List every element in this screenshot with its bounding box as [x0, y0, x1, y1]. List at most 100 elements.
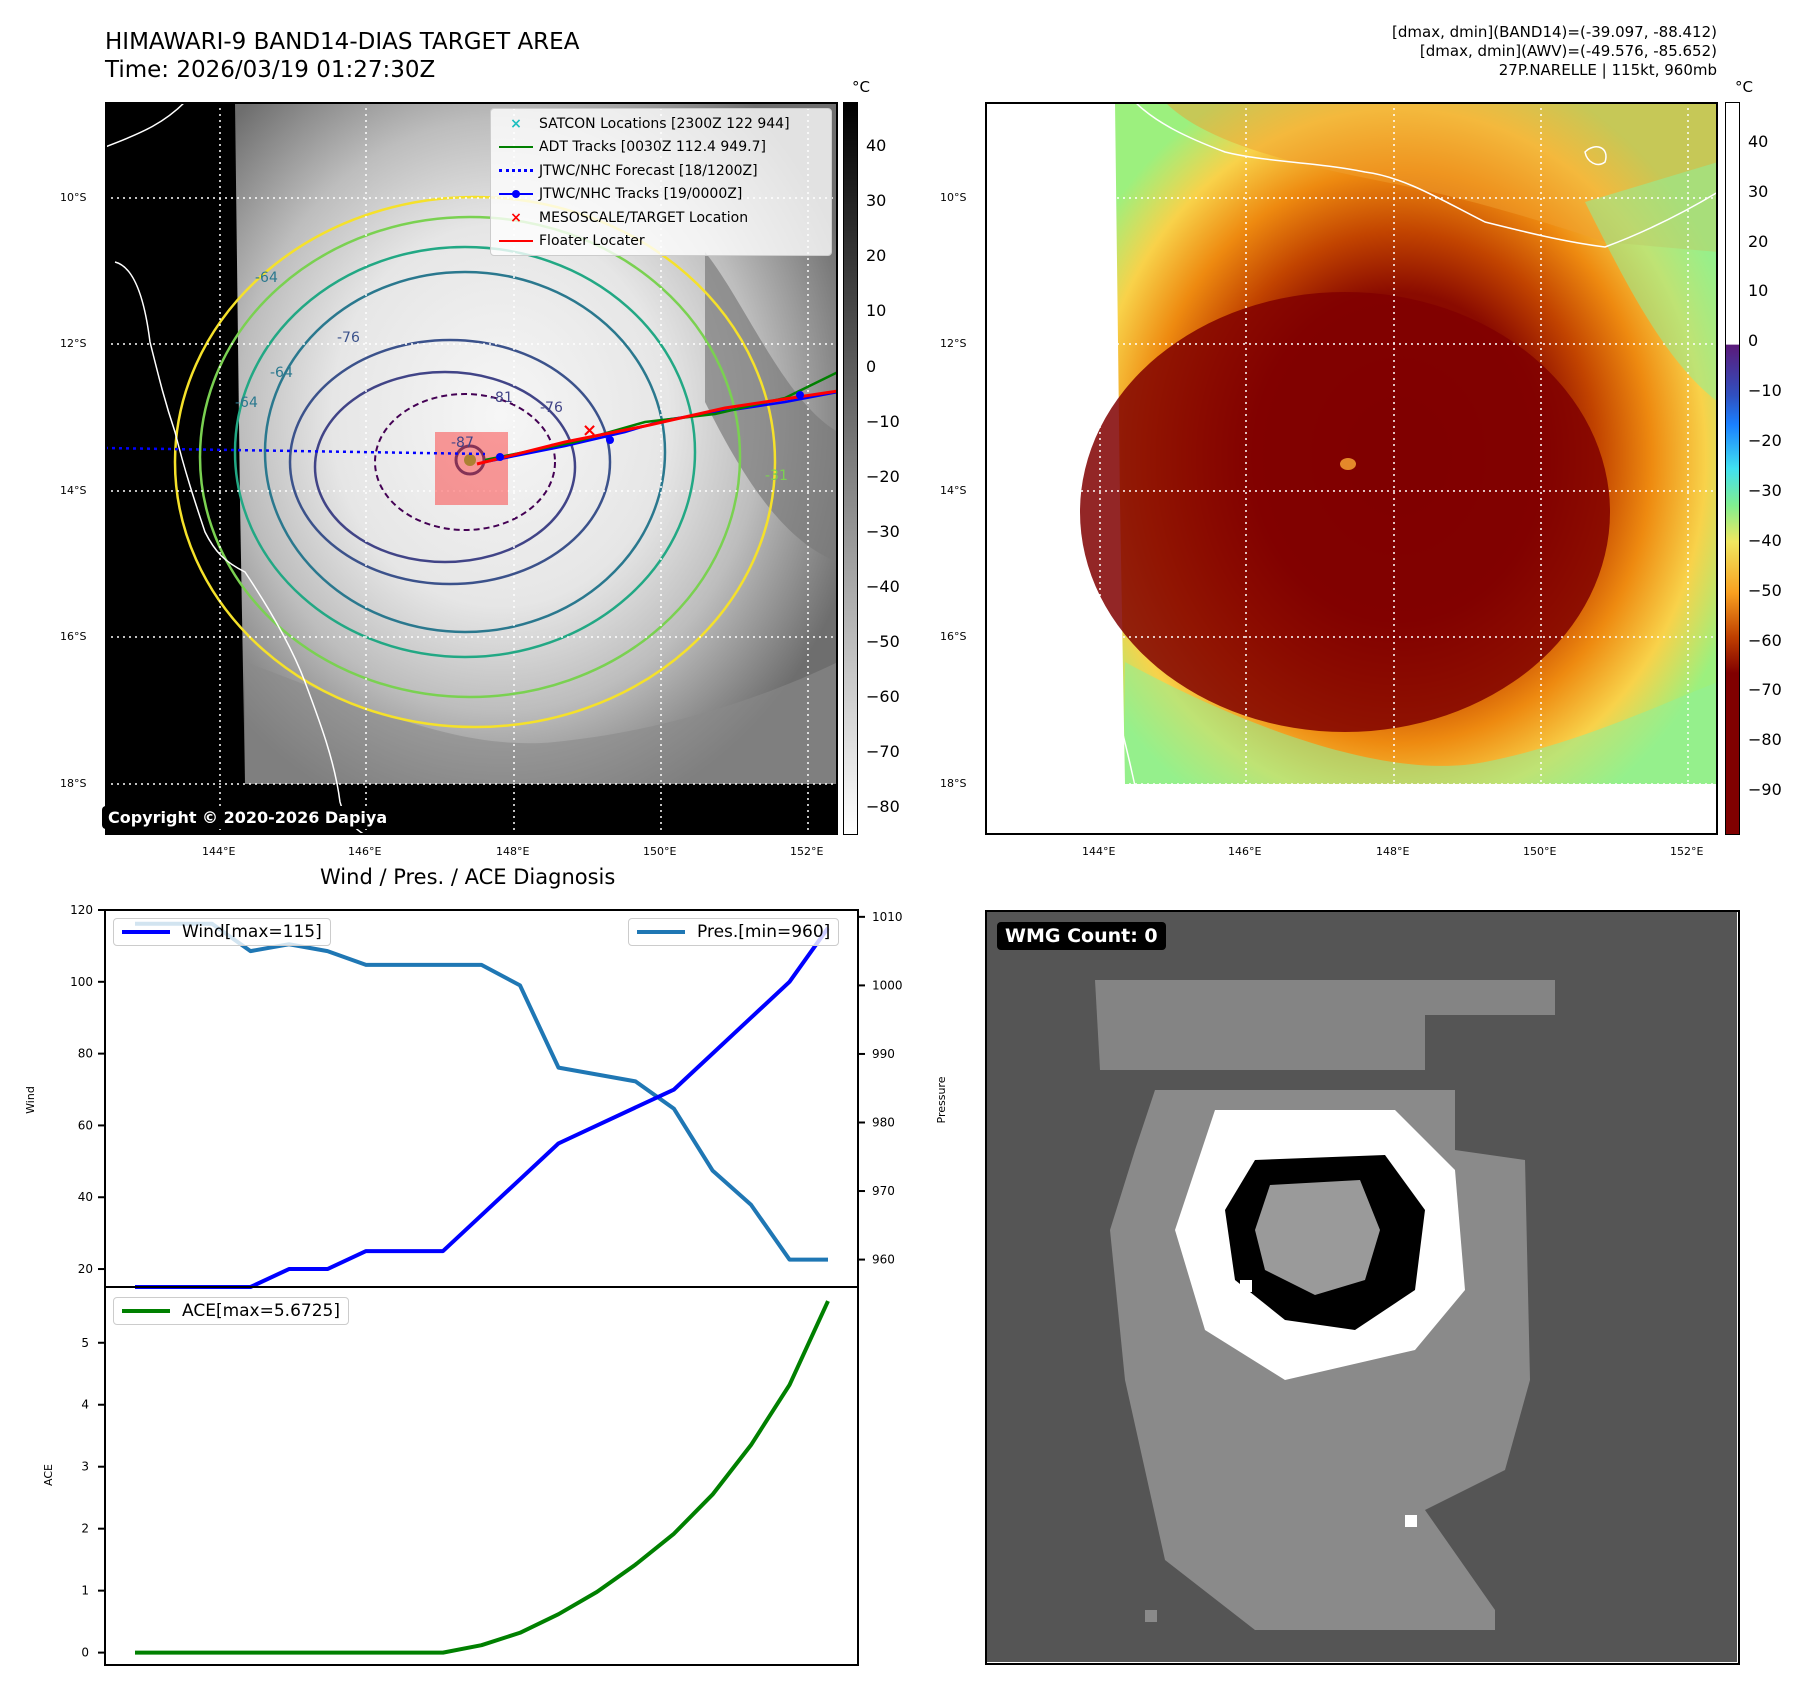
dotted-line-icon [499, 169, 533, 173]
lon-tick-label: 152°E [1670, 845, 1704, 858]
contour-teal [263, 270, 667, 634]
ace-ytick-label: 0 [81, 1646, 89, 1660]
coastline [105, 102, 366, 835]
ace-ytick-label: 1 [81, 1584, 89, 1598]
coastline-west [1014, 431, 1146, 835]
ace-legend: ACE[max=5.6725] [113, 1297, 349, 1325]
satellite-image [235, 102, 838, 784]
line-icon [122, 930, 170, 934]
contour-blue [288, 338, 612, 586]
wmg-eye-region [1255, 1180, 1380, 1295]
colorbar-tick-label: −70 [1748, 680, 1782, 700]
figure-title: HIMAWARI-9 BAND14-DIAS TARGET AREA [105, 29, 580, 55]
lon-tick-label: 150°E [1523, 845, 1557, 858]
line-dot-icon [499, 190, 533, 199]
colorbar-tick-label: −90 [1748, 780, 1782, 800]
colorbar-tick-label: 20 [1748, 231, 1769, 251]
lat-tick-label: 16°S [940, 630, 967, 643]
awv-colorbar [1725, 102, 1740, 835]
colorbar-tick-label: −80 [866, 797, 900, 817]
mesoscale-marker: × [582, 420, 597, 441]
lat-tick-label: 16°S [60, 630, 87, 643]
contour-lightgreen [198, 215, 742, 699]
wmg-frame [985, 910, 1740, 1665]
x-icon: × [510, 115, 522, 132]
contour-label: -31 [765, 468, 788, 484]
lon-tick-label: 146°E [1228, 845, 1262, 858]
eye-core [464, 454, 476, 466]
legend-item-forecast: JTWC/NHC Forecast [18/1200Z] [499, 159, 829, 183]
ace-ytick-label: 2 [81, 1522, 89, 1536]
x-icon: × [510, 209, 522, 226]
wind-line [135, 926, 830, 1289]
target-box [435, 432, 508, 505]
colorbar-tick-label: −60 [1748, 630, 1782, 650]
lat-tick-label: 14°S [60, 484, 87, 497]
colorbar-tick-label: 20 [866, 246, 887, 266]
wmg-panel: WMG Count: 0 [985, 910, 1740, 1665]
ace-ytick-label: 5 [81, 1336, 89, 1350]
contour-yellow [173, 195, 777, 729]
lon-tick-label: 144°E [202, 845, 236, 858]
colorbar-tick-label: −20 [1748, 431, 1782, 451]
contour-label: -64 [235, 395, 258, 411]
floater-track [476, 389, 838, 466]
wind-ytick-label: 80 [78, 1047, 93, 1061]
legend-item-mesoscale: × MESOSCALE/TARGET Location [499, 206, 829, 230]
lon-tick-label: 146°E [348, 845, 382, 858]
colorbar-tick-label: −20 [866, 466, 900, 486]
legend-item-satcon: × SATCON Locations [2300Z 122 944] [499, 112, 829, 136]
ace-frame [104, 1286, 859, 1666]
ace-ytick-label: 3 [81, 1460, 89, 1474]
forecast-track [105, 446, 486, 456]
colorbar-tick-label: 0 [866, 356, 877, 376]
colorbar-tick-label: −10 [1748, 381, 1782, 401]
lat-tick-label: 10°S [60, 191, 87, 204]
band14-colorbar [843, 102, 858, 835]
info-band14: [dmax, dmin](BAND14)=(-39.097, -88.412) [1392, 23, 1717, 41]
colorbar-tick-label: −50 [1748, 580, 1782, 600]
colorbar-tick-label: −60 [866, 687, 900, 707]
contour-label: -76 [337, 330, 360, 346]
colorbar-tick-label: −30 [866, 521, 900, 541]
line-icon [637, 930, 685, 934]
wind-legend: Wind[max=115] [113, 918, 331, 946]
colorbar-tick-label: 40 [1748, 131, 1769, 151]
pressure-ylabel: Pressure [935, 1076, 948, 1123]
contour-label: -76 [540, 400, 563, 416]
contour-label: -87 [451, 435, 474, 451]
pressure-ytick-label: 970 [872, 1184, 895, 1198]
lon-tick-label: 150°E [643, 845, 677, 858]
colorbar-tick-label: −50 [866, 632, 900, 652]
band14-map[interactable]: × -64 -76 -64 -64 -81 -76 -87 -31 × SATC… [102, 102, 838, 835]
colorbar-tick-label: 10 [866, 301, 887, 321]
lat-tick-label: 12°S [940, 337, 967, 350]
colorbar-tick-label: 0 [1748, 331, 1759, 351]
coastline [1134, 102, 1718, 248]
contour-label: -64 [255, 270, 278, 286]
pressure-legend: Pres.[min=960] [628, 918, 840, 946]
diagnosis-title: Wind / Pres. / ACE Diagnosis [320, 865, 616, 889]
lat-tick-label: 18°S [60, 777, 87, 790]
awv-map-svg [985, 102, 1718, 835]
colorbar-tick-label: −40 [866, 576, 900, 596]
copyright-label: Copyright © 2020-2026 Dapiya [102, 806, 394, 829]
lon-tick-label: 148°E [1376, 845, 1410, 858]
line-icon [499, 146, 533, 149]
ace-ytick-label: 4 [81, 1398, 89, 1412]
colorbar-tick-label: 10 [1748, 281, 1769, 301]
eye [1340, 458, 1356, 470]
contour-navy [313, 370, 577, 564]
ace-line [135, 1300, 830, 1655]
awv-map[interactable] [985, 102, 1718, 835]
colorbar-tick-label: −40 [1748, 530, 1782, 550]
wind-ytick-label: 20 [78, 1262, 93, 1276]
info-storm: 27P.NARELLE | 115kt, 960mb [1498, 61, 1717, 79]
line-icon [122, 1309, 170, 1313]
legend-item-adt: ADT Tracks [0030Z 112.4 949.7] [499, 136, 829, 160]
wmg-count-label: WMG Count: 0 [997, 922, 1166, 950]
map-gridlines [985, 102, 1718, 835]
band14-colorbar-ticks: 40 30 20 10 0 −10 −20 −30 −40 −50 −60 −70 −80 [866, 102, 916, 835]
diagnosis-chart: 20 40 60 80 100 120 960 970 980 990 1000 1010 0 1 2 3 4… [24, 903, 948, 1666]
wind-ytick-label: 60 [78, 1118, 93, 1132]
